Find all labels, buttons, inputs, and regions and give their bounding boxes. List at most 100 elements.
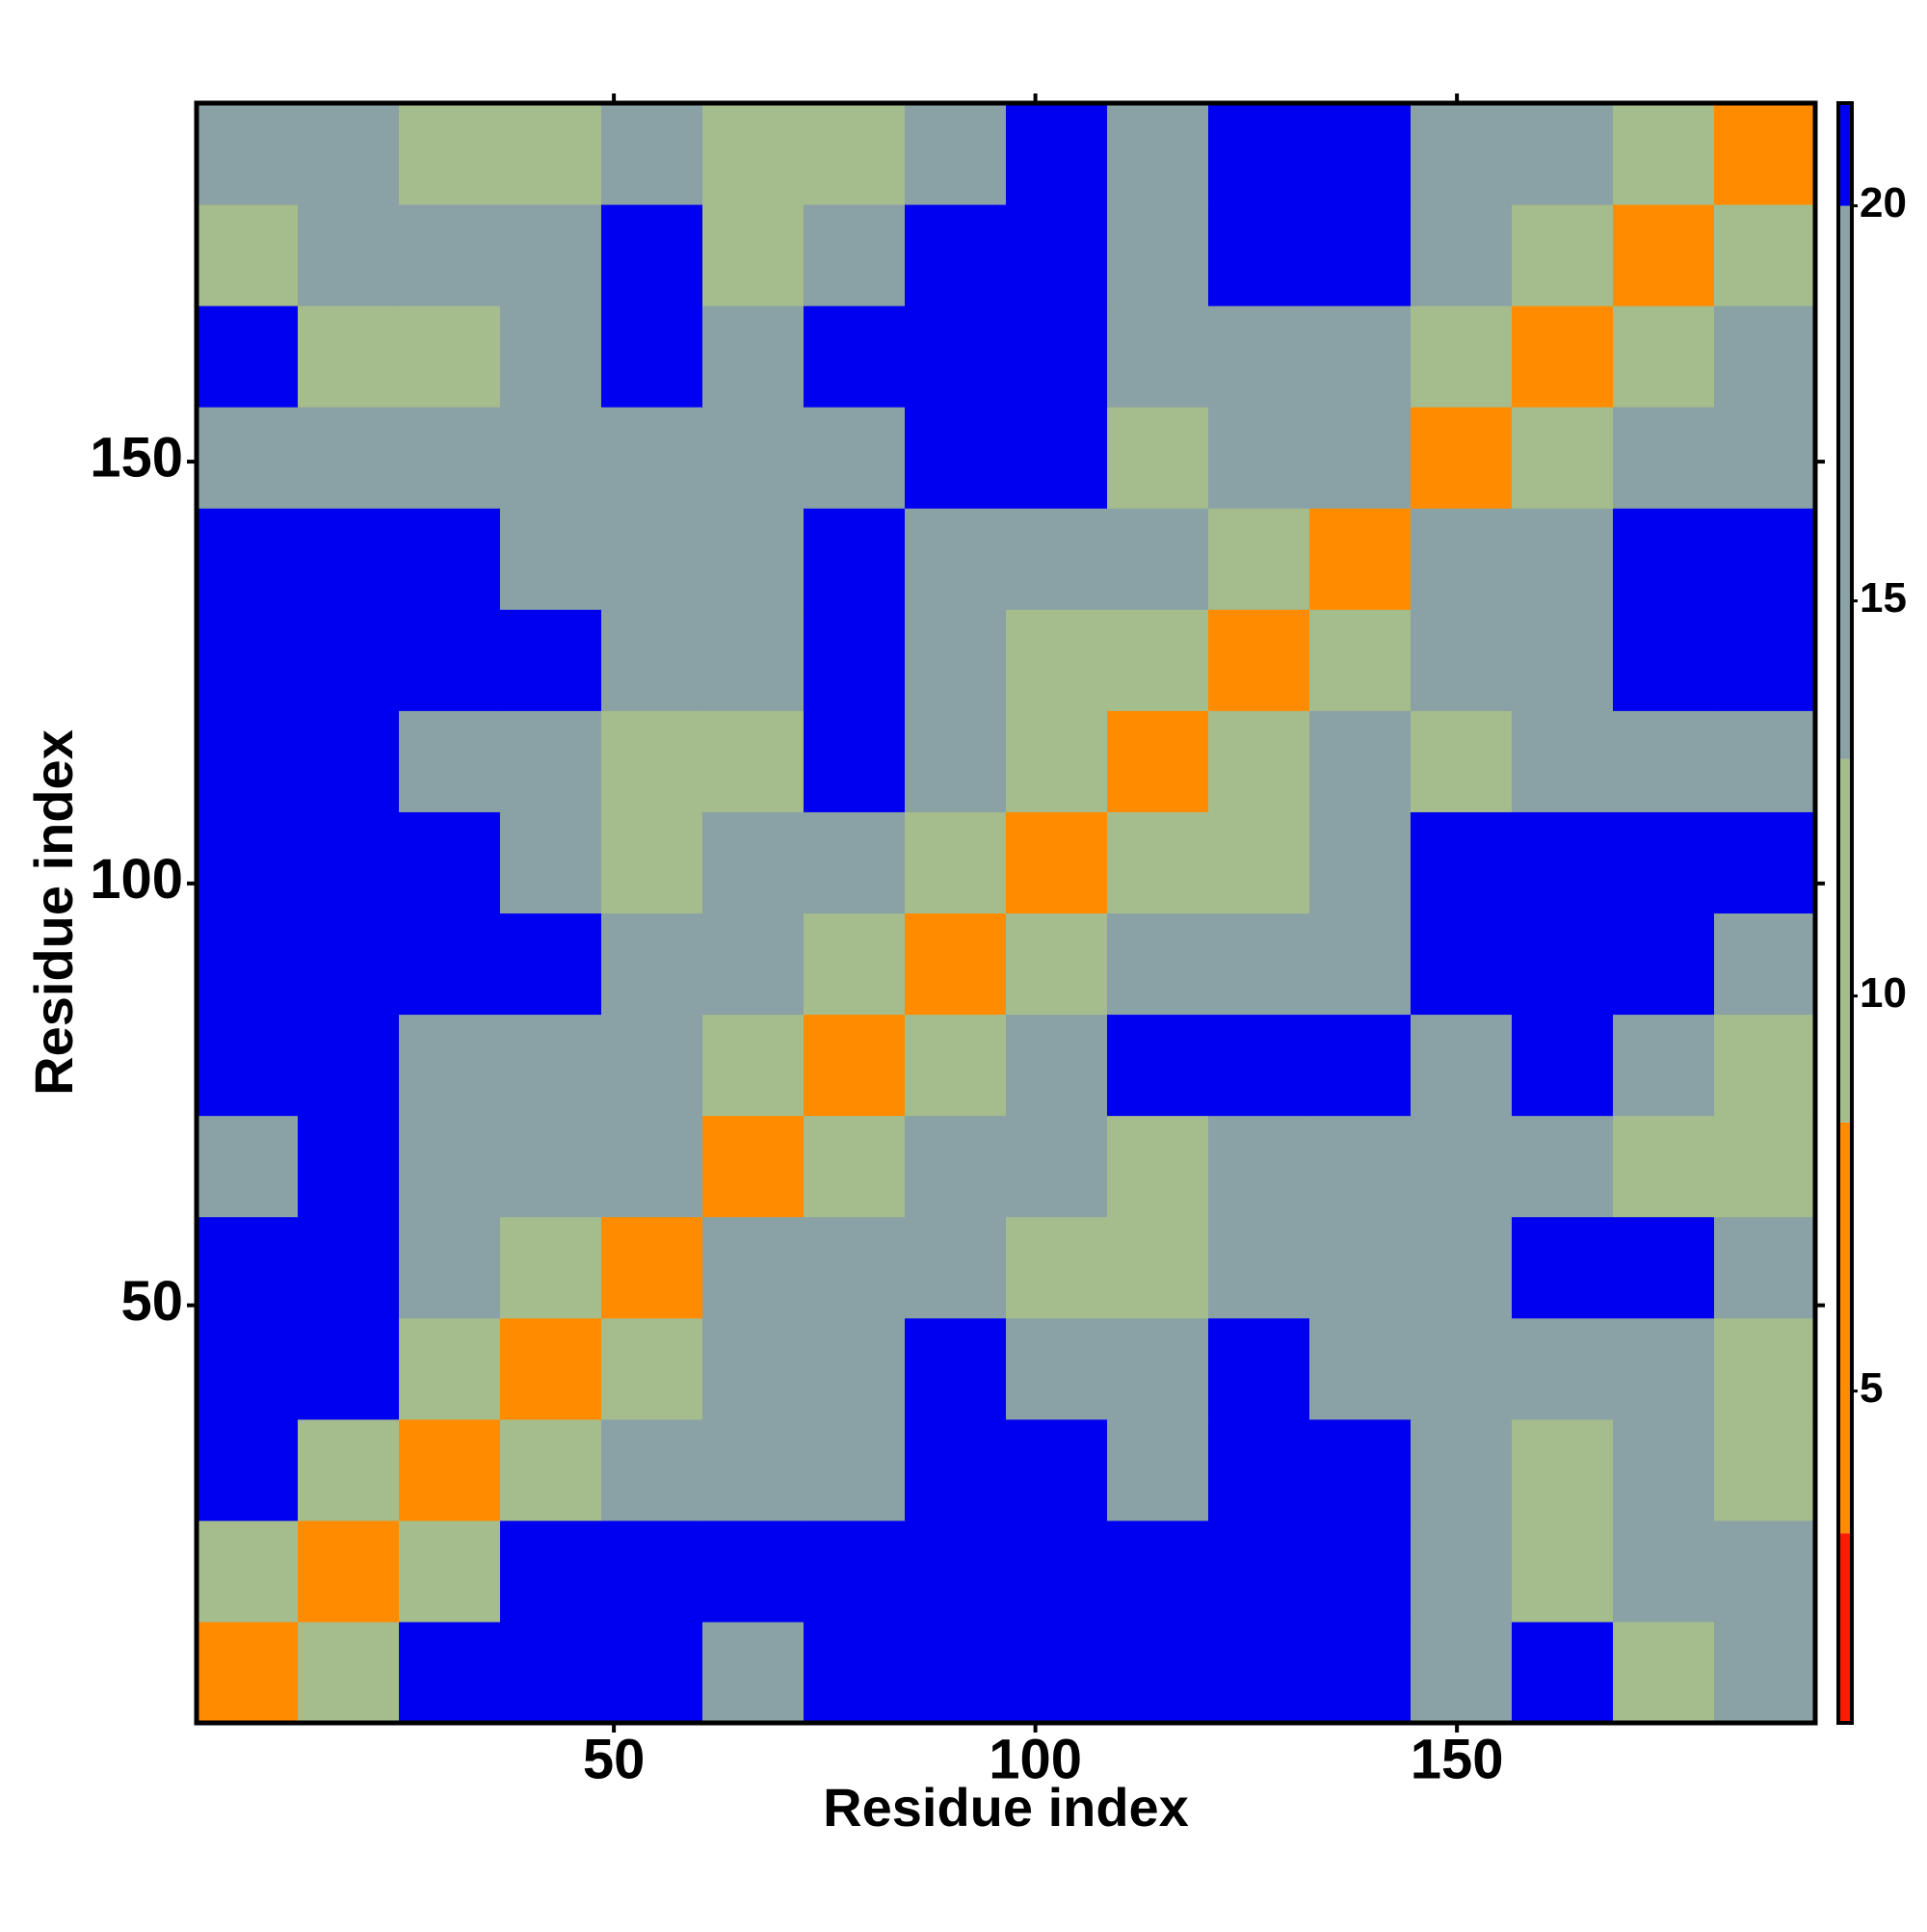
- heatmap-cell: [1613, 710, 1715, 812]
- heatmap-cell: [500, 609, 602, 711]
- heatmap-cell: [804, 204, 906, 306]
- heatmap-cell: [1208, 103, 1310, 205]
- heatmap-cell: [1714, 1216, 1816, 1319]
- heatmap-cell: [1714, 710, 1816, 812]
- heatmap-cell: [1714, 1418, 1816, 1522]
- heatmap-cell: [1208, 913, 1310, 1016]
- heatmap-cell: [1006, 1115, 1108, 1218]
- heatmap-cell: [1512, 913, 1614, 1016]
- heatmap-cell: [1613, 1216, 1715, 1319]
- heatmap-cell: [1714, 407, 1816, 509]
- x-tick-label: 50: [583, 1728, 646, 1790]
- heatmap-cell: [1208, 609, 1310, 711]
- heatmap-cell: [601, 1014, 703, 1117]
- heatmap-cell: [197, 609, 299, 711]
- y-tick-label: 100: [90, 848, 183, 911]
- heatmap-cell: [905, 204, 1007, 306]
- heatmap-cell: [1714, 1317, 1816, 1420]
- heatmap-cell: [500, 913, 602, 1016]
- heatmap-cell: [1309, 1317, 1412, 1420]
- heatmap-cell: [601, 305, 703, 408]
- heatmap-cell: [1006, 710, 1108, 812]
- heatmap-cell: [905, 609, 1007, 711]
- heatmap-cell: [1107, 103, 1209, 205]
- heatmap-cell: [298, 609, 400, 711]
- heatmap-cell: [1411, 407, 1513, 509]
- colorbar-band: [1838, 1122, 1852, 1534]
- heatmap-cell: [399, 103, 501, 205]
- colorbar-tick-label: 15: [1860, 574, 1907, 622]
- heatmap-cell: [197, 1317, 299, 1420]
- heatmap-cell: [500, 710, 602, 812]
- heatmap-cell: [1006, 1621, 1108, 1724]
- heatmap-cell: [1512, 103, 1614, 205]
- colorbar-band: [1838, 758, 1852, 1123]
- heatmap-cell: [905, 1621, 1007, 1724]
- heatmap-cell: [399, 1520, 501, 1623]
- heatmap-cell: [298, 1418, 400, 1522]
- heatmap-cell: [298, 1014, 400, 1117]
- heatmap-cell: [197, 508, 299, 610]
- heatmap-cell: [1107, 305, 1209, 408]
- heatmap-cell: [399, 1621, 501, 1724]
- heatmap-cell: [702, 103, 805, 205]
- heatmap-cell: [905, 1115, 1007, 1218]
- heatmap-cell: [298, 305, 400, 408]
- heatmap-cell: [905, 1317, 1007, 1420]
- heatmap-cell: [804, 305, 906, 408]
- heatmap-cell: [1613, 811, 1715, 913]
- heatmap-cell: [1512, 508, 1614, 610]
- heatmap-cell: [1714, 913, 1816, 1016]
- heatmap-cell: [1006, 1520, 1108, 1623]
- heatmap-cell: [1107, 609, 1209, 711]
- heatmap-cell: [1512, 609, 1614, 711]
- heatmap-cell: [905, 913, 1007, 1016]
- heatmap-cell: [1512, 407, 1614, 509]
- heatmap-cell: [1613, 204, 1715, 306]
- heatmap-cell: [1208, 1621, 1310, 1724]
- colorbar-frame: [1836, 101, 1854, 1725]
- heatmap-cell: [1411, 1520, 1513, 1623]
- heatmap-cell: [1208, 710, 1310, 812]
- heatmap-cell: [1006, 204, 1108, 306]
- heatmap-cell: [399, 204, 501, 306]
- heatmap-cell: [1006, 103, 1108, 205]
- heatmap-cell: [197, 1014, 299, 1117]
- heatmap-cell: [197, 103, 299, 205]
- heatmap-cell: [1411, 1014, 1513, 1117]
- heatmap-cell: [500, 1317, 602, 1420]
- heatmap-cell: [1208, 1418, 1310, 1522]
- heatmap-cell: [601, 710, 703, 812]
- heatmap-cell: [702, 913, 805, 1016]
- heatmap-cell: [1714, 609, 1816, 711]
- heatmap-cell: [1714, 204, 1816, 306]
- heatmap-cell: [1512, 710, 1614, 812]
- heatmap-cell: [1714, 1014, 1816, 1117]
- heatmap-cell: [905, 305, 1007, 408]
- heatmap-cell: [1411, 204, 1513, 306]
- heatmap-cell: [1006, 609, 1108, 711]
- heatmap-cell: [804, 710, 906, 812]
- heatmap-cell: [702, 508, 805, 610]
- heatmap-cell: [500, 1014, 602, 1117]
- heatmap-cell: [601, 1216, 703, 1319]
- heatmap-cell: [1613, 508, 1715, 610]
- heatmap-cell: [1208, 1115, 1310, 1218]
- heatmap-cell: [298, 508, 400, 610]
- heatmap-cell: [702, 609, 805, 711]
- heatmap-cell: [1107, 508, 1209, 610]
- heatmap-cell: [1512, 1520, 1614, 1623]
- heatmap-cell: [1208, 407, 1310, 509]
- heatmap-cell: [804, 508, 906, 610]
- heatmap-cell: [500, 1418, 602, 1522]
- heatmap-cell: [500, 811, 602, 913]
- heatmap-cell: [1714, 1621, 1816, 1724]
- heatmap-cell: [1107, 1014, 1209, 1117]
- heatmap-cell: [804, 1014, 906, 1117]
- heatmap-cell: [601, 407, 703, 509]
- heatmap-cell: [1006, 305, 1108, 408]
- heatmap-cell: [1613, 609, 1715, 711]
- heatmap-cell: [500, 407, 602, 509]
- x-tick-label: 100: [989, 1728, 1082, 1790]
